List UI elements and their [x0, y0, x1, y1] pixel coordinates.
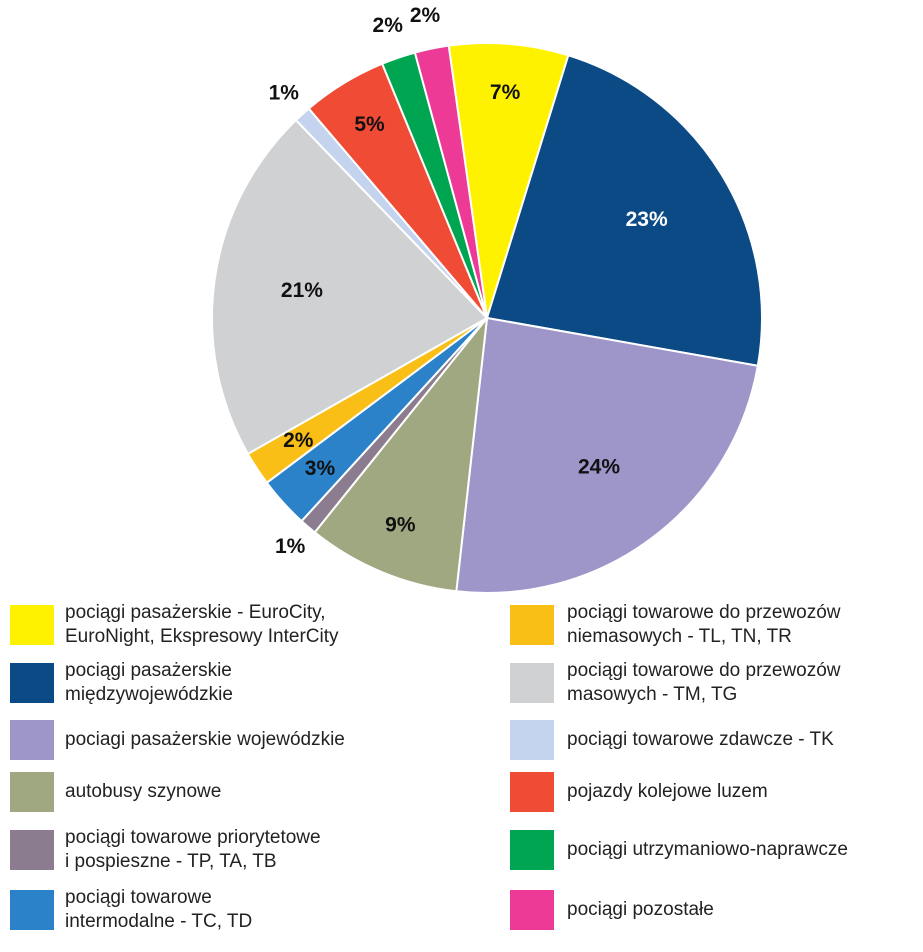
legend-swatch: [10, 830, 54, 870]
pie-slice: [447, 42, 570, 319]
slice-label: 5%: [354, 113, 385, 136]
legend-swatch: [10, 772, 54, 812]
slice-label: 9%: [385, 514, 416, 537]
legend-swatch: [510, 605, 554, 645]
pie-slice: [313, 314, 489, 593]
legend-label: pojazdy kolejowe luzem: [567, 781, 768, 802]
legend-swatch: [510, 890, 554, 930]
legend-swatch: [510, 772, 554, 812]
pie-slice: [455, 316, 759, 594]
pie-slice: [211, 118, 489, 456]
legend-swatch: [510, 720, 554, 760]
legend-label: autobusy szynowe: [65, 781, 221, 802]
slice-label: 7%: [490, 81, 521, 104]
legend-label: pociągi towarowe zdawcze - TK: [567, 729, 834, 750]
slice-label: 1%: [269, 81, 300, 104]
slice-label: 2%: [283, 429, 314, 452]
slice-label: 23%: [626, 208, 668, 231]
legend-label: pociągi towarowe do przewozów masowych - …: [567, 660, 841, 705]
legend-label: pociągi utrzymaniowo-naprawcze: [567, 839, 848, 860]
slice-label: 24%: [578, 455, 620, 478]
slice-label: 2%: [373, 14, 404, 37]
legend-swatch: [10, 890, 54, 930]
slice-label: 1%: [275, 535, 306, 558]
legend-swatch: [510, 663, 554, 703]
pie-slice: [413, 44, 488, 319]
legend-label: pociągi towarowe intermodalne - TC, TD: [65, 887, 252, 932]
slice-label: 21%: [281, 279, 323, 302]
legend-swatch: [510, 830, 554, 870]
legend-label: pociagi pasażerskie wojewódzkie: [65, 729, 345, 750]
legend-label: pociągi pozostałe: [567, 899, 714, 920]
pie-slice: [485, 54, 763, 367]
slice-label: 2%: [410, 4, 441, 27]
legend-label: pociągi pasażerskie międzywojewódzkie: [65, 660, 233, 705]
legend-swatch: [10, 605, 54, 645]
legend-label: pociągi towarowe priorytetowe i pospieszn…: [65, 827, 321, 872]
legend-label: pociągi towarowe do przewozów niemasowych…: [567, 602, 841, 647]
legend-swatch: [10, 663, 54, 703]
slice-label: 3%: [305, 457, 336, 480]
legend-label: pociągi pasażerskie - EuroCity, EuroNight…: [65, 602, 339, 647]
legend-swatch: [10, 720, 54, 760]
